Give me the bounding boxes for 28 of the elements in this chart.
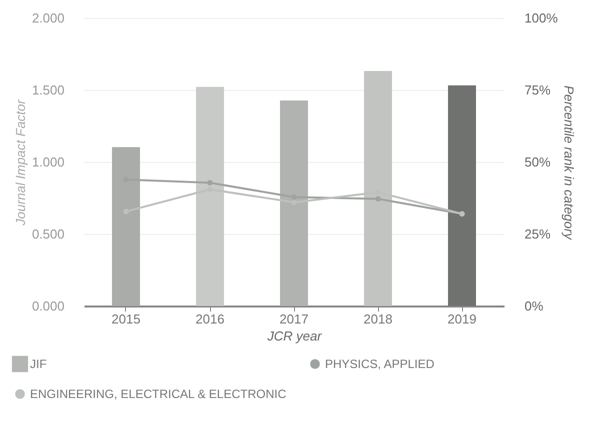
y2-tick-label: 25% [524,226,551,242]
y2-tick-label: 50% [524,154,551,170]
y-tick-label: 2.000 [32,10,64,26]
bar [448,85,476,306]
y2-axis-title: Percentile rank in category [562,86,577,241]
x-tick-label: 2017 [280,312,308,326]
x-tick-label: 2016 [196,312,224,326]
y-tick-label: 0.500 [32,226,64,242]
x-tick-label: 2018 [364,312,392,326]
y-tick-label: 1.000 [32,154,64,170]
legend-label: JIF [30,357,47,371]
y-tick-label: 0.000 [32,298,64,314]
bar [280,100,308,306]
x-tick-label: 2015 [112,312,140,326]
point [375,196,381,202]
y2-tick-label: 100% [524,10,558,26]
x-axis-title: JCR year [266,328,322,344]
point [291,194,297,200]
legend-label: ENGINEERING, ELECTRICAL & ELECTRONIC [30,387,287,401]
legend-label: PHYSICS, APPLIED [325,357,435,371]
y2-tick-label: 75% [524,82,551,98]
y-axis-title: Journal Impact Factor [12,98,28,226]
y-tick-label: 1.500 [32,82,64,98]
point [207,186,213,192]
y2-tick-label: 0% [524,298,544,314]
point [207,180,213,186]
point [291,200,297,206]
x-tick-label: 2019 [448,312,476,326]
